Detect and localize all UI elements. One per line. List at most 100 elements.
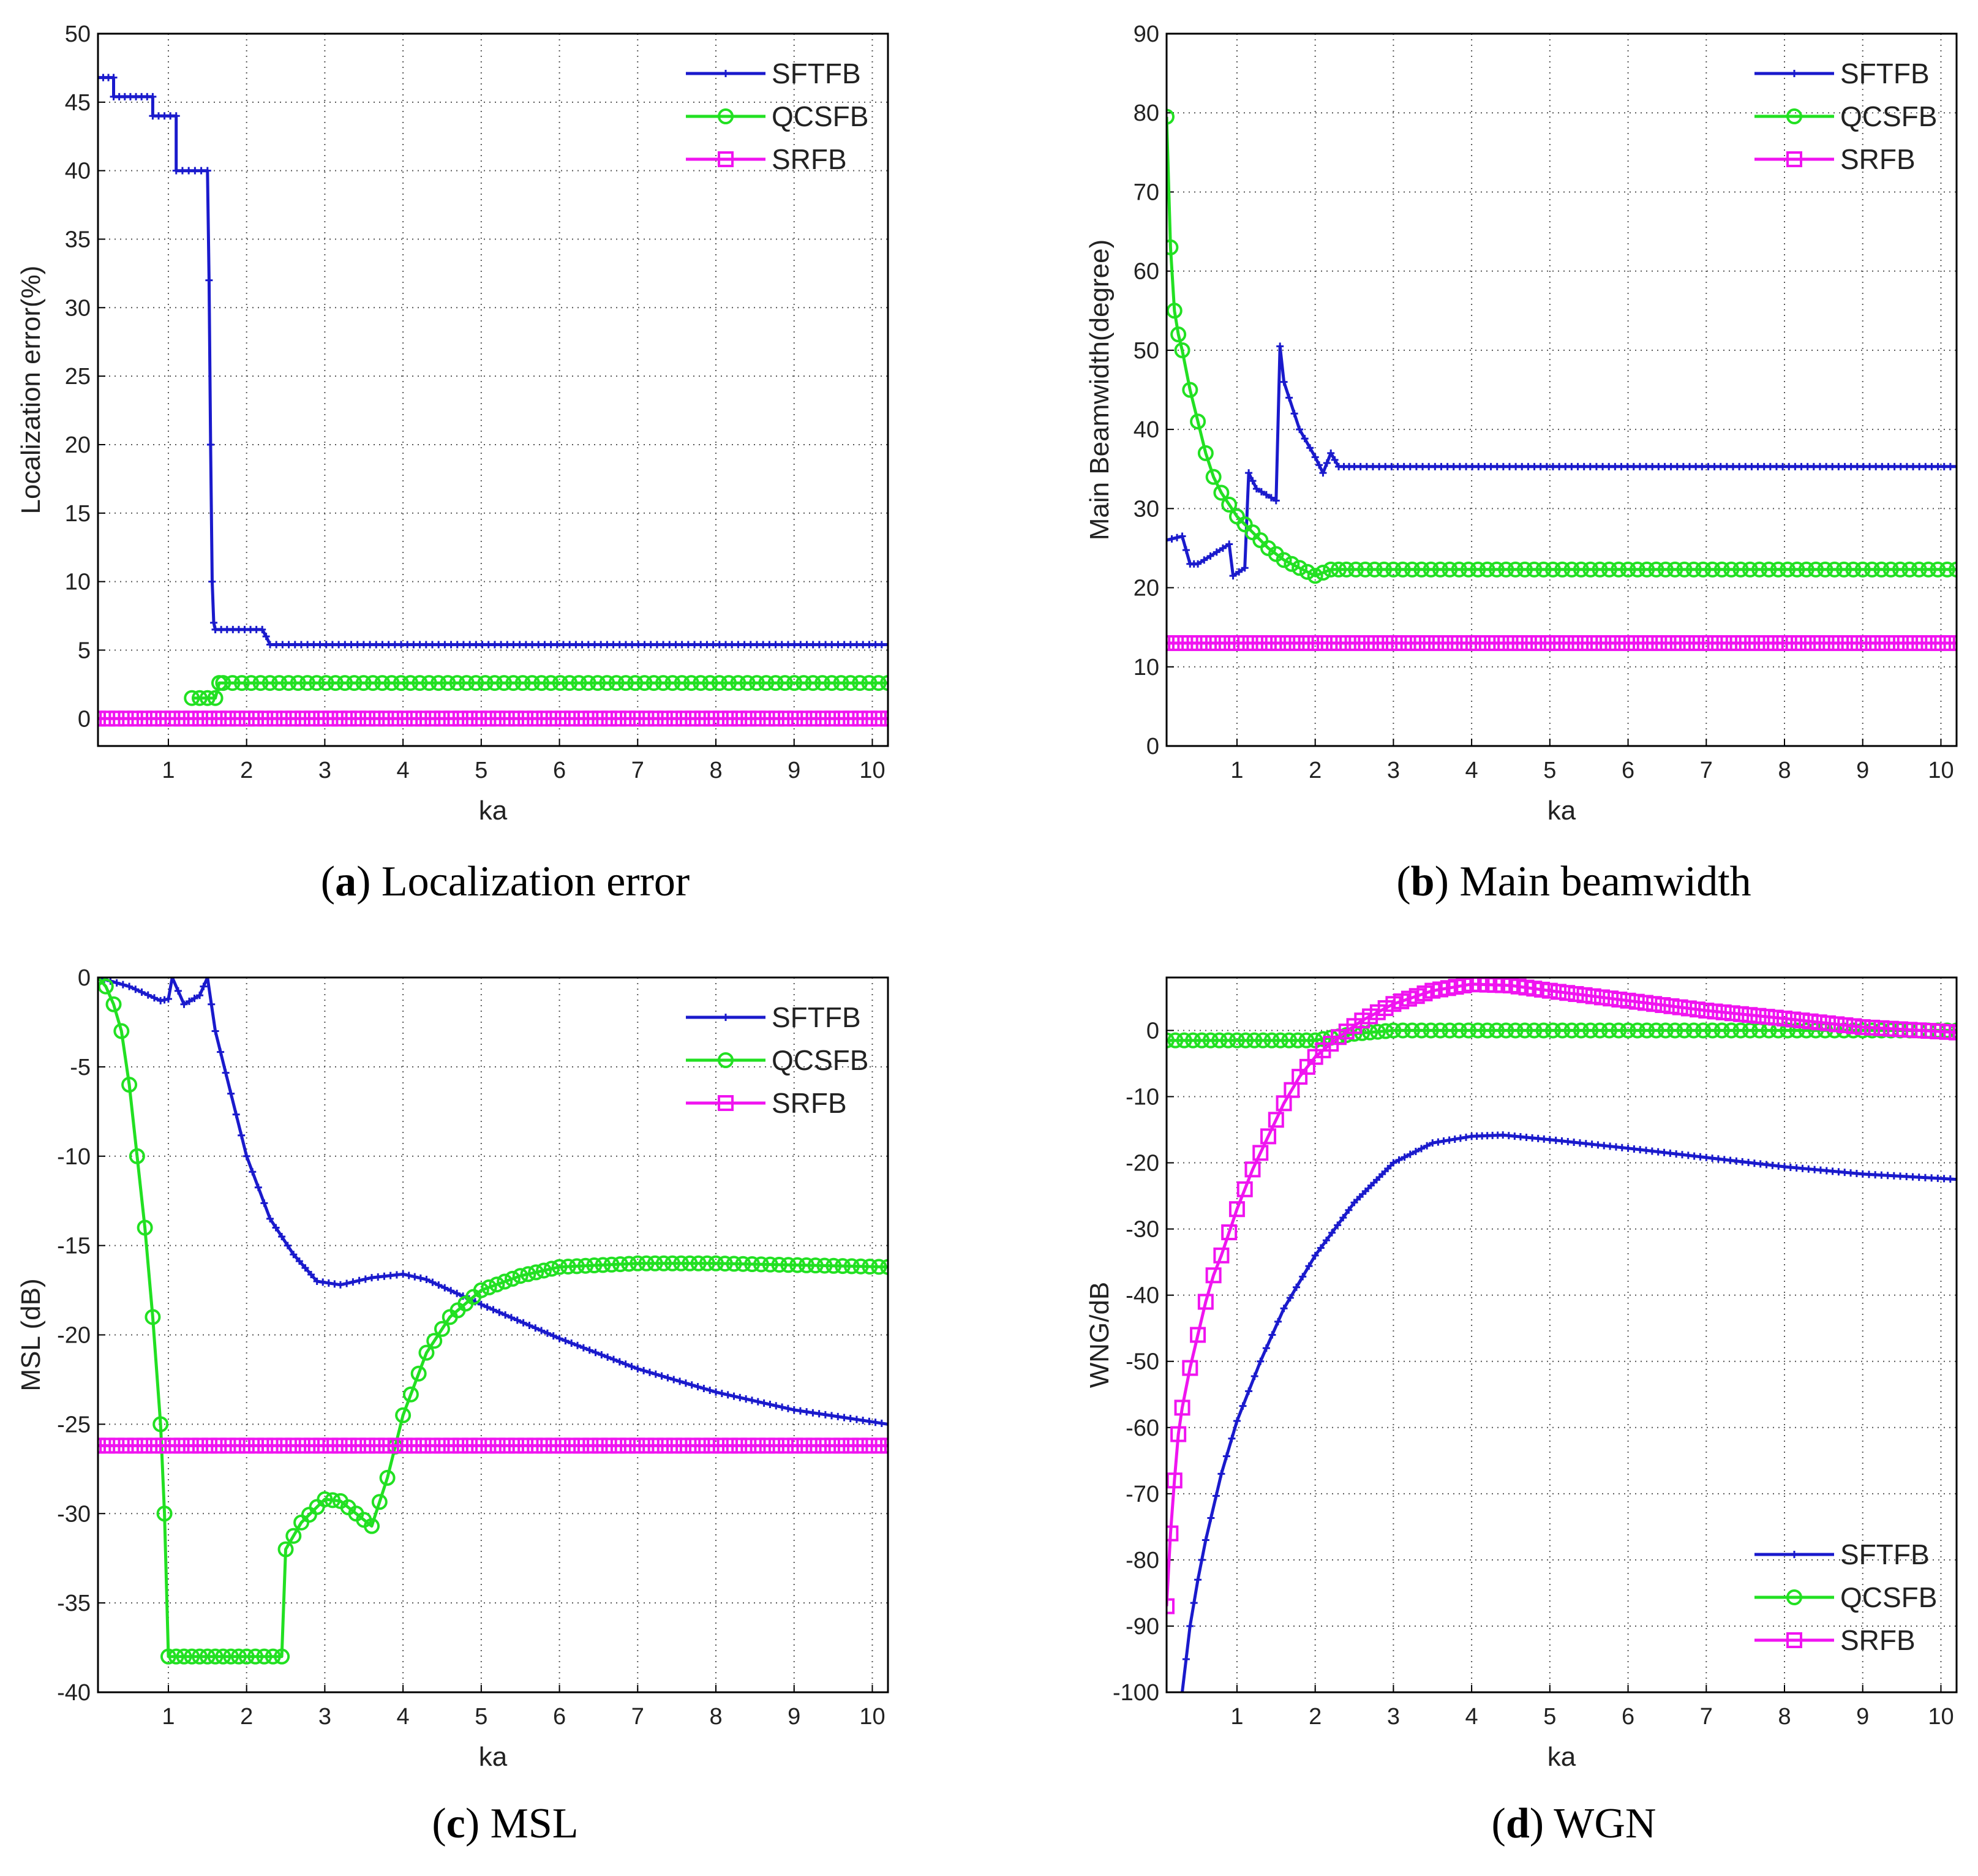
legend-item-qcsfb: QCSFB (1754, 1581, 1937, 1613)
data-point-sftfb (1412, 462, 1420, 470)
data-point-srfb (1809, 635, 1826, 652)
data-point-srfb (1725, 635, 1742, 652)
data-point-srfb (378, 710, 394, 727)
data-point-sftfb (1369, 462, 1377, 470)
data-point-srfb (294, 710, 310, 727)
data-point-qcsfb (1526, 561, 1543, 578)
data-point-qcsfb (252, 675, 269, 691)
data-point-qcsfb (215, 1648, 231, 1665)
legend-label: SFTFB (1840, 58, 1930, 89)
data-point-sftfb (878, 641, 886, 649)
data-point-sftfb (232, 1110, 240, 1118)
data-point-srfb (1418, 635, 1435, 652)
data-point-srfb (1660, 635, 1677, 652)
data-point-qcsfb (568, 1258, 585, 1275)
data-point-sftfb (1339, 1214, 1347, 1222)
data-point-qcsfb (1611, 561, 1627, 578)
data-point-srfb (1811, 1014, 1827, 1031)
data-point-srfb (266, 1437, 283, 1454)
data-point-srfb (1762, 635, 1779, 652)
data-point-srfb (527, 710, 543, 727)
data-point-srfb (1819, 1015, 1836, 1031)
data-point-qcsfb (1836, 561, 1852, 578)
data-point-sftfb (566, 641, 574, 649)
data-point-sftfb (1406, 1150, 1414, 1158)
data-point-qcsfb (1685, 1022, 1702, 1039)
data-point-qcsfb (617, 675, 634, 691)
data-point-sftfb (703, 641, 711, 649)
data-point-qcsfb (1488, 1022, 1505, 1039)
data-point-sftfb (1686, 462, 1694, 470)
data-point-qcsfb (655, 1255, 672, 1271)
data-point-sftfb (1299, 1273, 1307, 1281)
y-tick-label: -20 (1126, 1151, 1159, 1177)
data-point-qcsfb (1221, 496, 1238, 513)
data-point-srfb (1865, 635, 1881, 652)
data-point-srfb (1228, 1201, 1245, 1218)
data-point-sftfb (1884, 1172, 1892, 1180)
data-point-srfb (99, 1437, 116, 1454)
data-point-sftfb (1890, 462, 1898, 470)
data-point-sftfb (1847, 462, 1855, 470)
data-point-sftfb (712, 1388, 720, 1396)
data-point-sftfb (1859, 462, 1867, 470)
data-point-sftfb (1599, 462, 1607, 470)
data-point-qcsfb (230, 1648, 247, 1665)
data-point-sftfb (1350, 462, 1358, 470)
data-point-qcsfb (1385, 561, 1402, 578)
data-point-qcsfb (233, 675, 250, 691)
data-point-qcsfb (577, 1257, 594, 1274)
data-point-qcsfb (807, 1257, 824, 1274)
data-point-sftfb (516, 641, 524, 649)
series-qcsfb (98, 978, 888, 1665)
data-point-sftfb (590, 641, 598, 649)
data-point-qcsfb (1366, 561, 1383, 578)
data-point-sftfb (1285, 394, 1293, 402)
data-point-srfb (1759, 1009, 1775, 1025)
data-point-sftfb (641, 641, 649, 649)
data-point-srfb (666, 1437, 682, 1454)
legend: SFTFB QCSFB SRFB (686, 1001, 868, 1119)
data-point-sftfb (634, 641, 642, 649)
data-point-sftfb (295, 1257, 303, 1265)
data-point-srfb (1628, 993, 1645, 1010)
data-point-sftfb (459, 641, 467, 649)
data-point-sftfb (272, 1224, 280, 1232)
data-point-sftfb (266, 1215, 274, 1222)
data-point-qcsfb (1205, 469, 1222, 485)
data-point-srfb (1873, 1020, 1890, 1036)
data-point-sftfb (647, 641, 655, 649)
data-point-sftfb (238, 1131, 246, 1139)
y-axis-label: MSL (dB) (16, 1278, 46, 1391)
data-point-srfb (304, 710, 320, 727)
data-point-sftfb (1536, 462, 1544, 470)
data-point-qcsfb (762, 1256, 778, 1273)
data-point-qcsfb (1292, 560, 1308, 576)
data-point-sftfb (1178, 1689, 1186, 1692)
data-point-qcsfb (145, 1309, 161, 1325)
data-point-sftfb (249, 1168, 257, 1176)
data-point-srfb (638, 710, 655, 727)
data-point-sftfb (797, 641, 805, 649)
data-point-srfb (229, 1437, 246, 1454)
data-point-srfb (1911, 635, 1928, 652)
data-point-qcsfb (1451, 561, 1467, 578)
legend-label: SRFB (772, 1087, 847, 1119)
y-tick-label: -60 (1126, 1415, 1159, 1441)
data-point-sftfb (1897, 1172, 1905, 1180)
data-point-sftfb (491, 641, 498, 649)
data-point-sftfb (754, 1398, 762, 1406)
data-point-srfb (843, 1437, 859, 1454)
data-point-qcsfb (1442, 561, 1458, 578)
data-point-qcsfb (595, 1257, 611, 1273)
data-point-sftfb (562, 1337, 570, 1345)
data-point-sftfb (1190, 1599, 1198, 1607)
data-point-sftfb (1331, 456, 1339, 464)
data-point-qcsfb (1544, 561, 1561, 578)
data-point-qcsfb (418, 1344, 435, 1361)
data-point-srfb (833, 1437, 850, 1454)
data-point-qcsfb (647, 1255, 663, 1271)
data-point-qcsfb (636, 675, 653, 691)
data-point-qcsfb (753, 1256, 769, 1273)
